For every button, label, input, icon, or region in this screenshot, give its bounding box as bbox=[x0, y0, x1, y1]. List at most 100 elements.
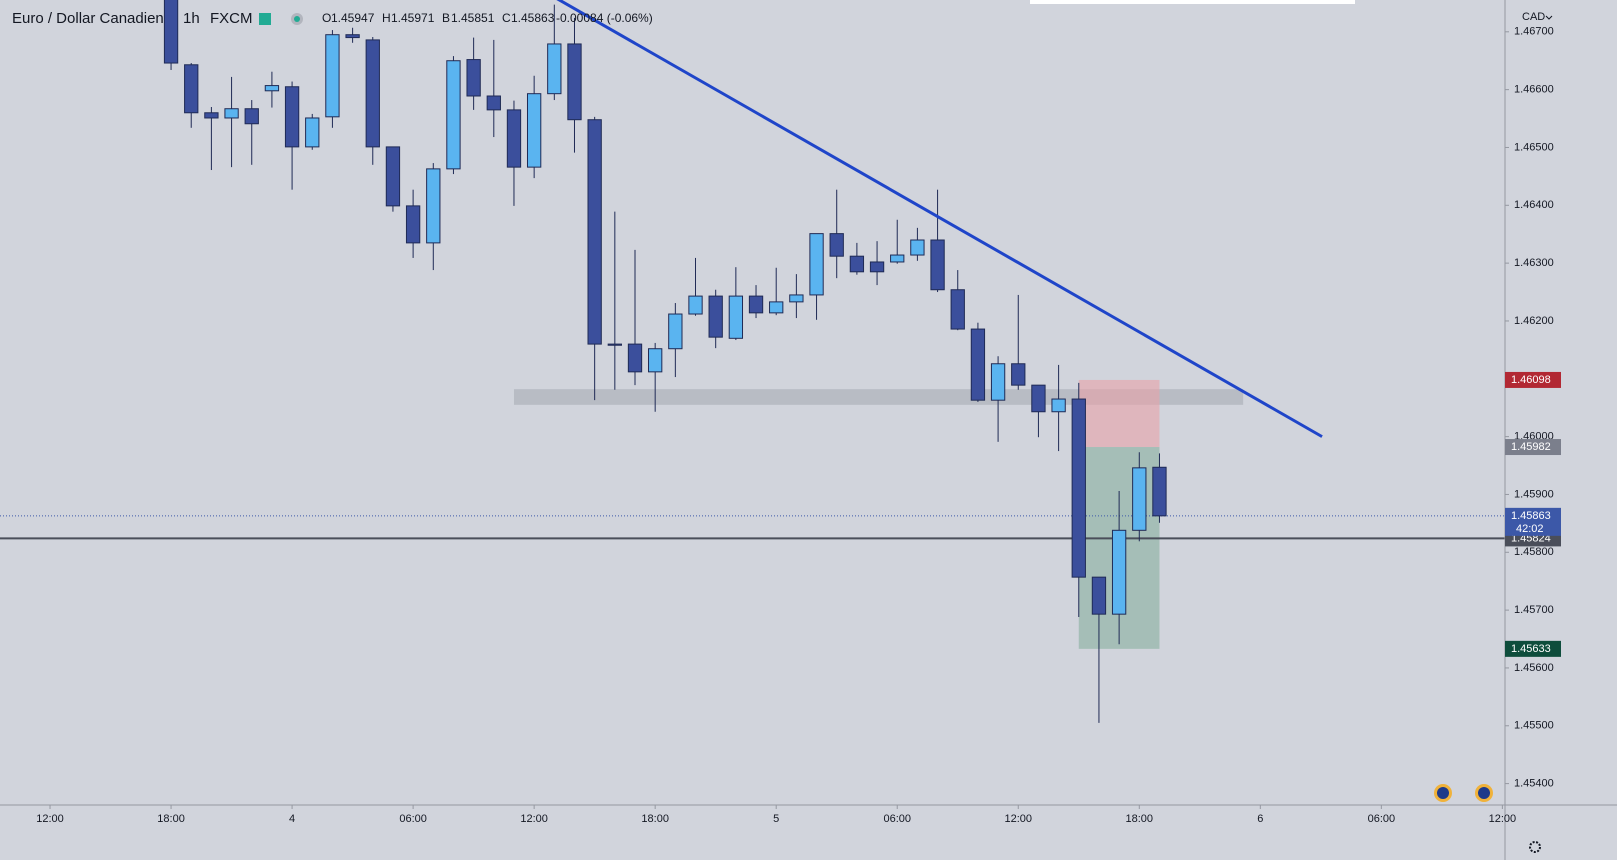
event-icon-inner bbox=[1478, 787, 1490, 799]
candle-body bbox=[244, 108, 259, 125]
candle-body bbox=[305, 117, 320, 148]
x-tick-label: 18:00 bbox=[157, 813, 185, 825]
x-tick-label: 4 bbox=[289, 813, 295, 825]
candle-body bbox=[426, 168, 441, 244]
y-tick-label: 1.45400 bbox=[1514, 778, 1554, 790]
last-price-label: 1.45863 bbox=[1511, 510, 1551, 522]
candle-body bbox=[708, 295, 723, 338]
change: -0.00084 (-0.06%) bbox=[556, 11, 653, 25]
legend-label: H bbox=[382, 11, 391, 25]
candle-body bbox=[405, 205, 421, 244]
y-tick-label: 1.45500 bbox=[1514, 720, 1554, 732]
settings-icon[interactable] bbox=[1529, 841, 1541, 853]
legend-value: 1.45863 bbox=[511, 11, 555, 25]
candle-body bbox=[1152, 466, 1167, 517]
trendline bbox=[556, 0, 1323, 438]
candle-body bbox=[325, 34, 340, 118]
candle-body bbox=[587, 119, 602, 345]
target-tag bbox=[1505, 640, 1561, 657]
market-open-icon bbox=[259, 13, 271, 25]
candle-body bbox=[204, 112, 219, 119]
countdown-label: 42:02 bbox=[1516, 523, 1544, 535]
x-tick-label: 12:00 bbox=[1489, 813, 1517, 825]
currency[interactable]: CAD bbox=[1522, 11, 1545, 23]
candle-body bbox=[950, 289, 965, 330]
candle-body bbox=[809, 233, 824, 296]
candle-body bbox=[668, 313, 683, 350]
y-tick-label: 1.46600 bbox=[1514, 84, 1554, 96]
candle-body bbox=[970, 328, 986, 401]
y-tick-label: 1.46500 bbox=[1514, 141, 1554, 153]
candle-body bbox=[264, 85, 280, 92]
candle-body bbox=[526, 93, 542, 168]
candle-body bbox=[829, 233, 844, 257]
y-tick-label: 1.45700 bbox=[1514, 604, 1554, 616]
legend-label: C bbox=[502, 11, 511, 25]
candle-body bbox=[688, 295, 703, 315]
candle-body bbox=[1132, 467, 1147, 531]
stop-tag bbox=[1505, 371, 1561, 388]
y-tick-label: 1.46300 bbox=[1514, 257, 1554, 269]
toolbar-edge bbox=[1030, 0, 1355, 4]
candle-body bbox=[506, 109, 522, 168]
candle-body bbox=[769, 301, 784, 314]
stop-zone bbox=[1078, 379, 1160, 448]
candle-body bbox=[345, 34, 360, 39]
x-tick-label: 12:00 bbox=[520, 813, 548, 825]
y-tick-label: 1.45800 bbox=[1514, 546, 1554, 558]
candle-body bbox=[990, 363, 1006, 401]
candle-body bbox=[1071, 398, 1086, 578]
last-price-tag bbox=[1505, 507, 1561, 536]
x-tick-label: 18:00 bbox=[1126, 813, 1154, 825]
x-tick-label: 18:00 bbox=[641, 813, 669, 825]
legend-value: 1.45851 bbox=[451, 11, 495, 25]
x-tick-label: 06:00 bbox=[883, 813, 911, 825]
y-tick-label: 1.46400 bbox=[1514, 199, 1554, 211]
plot-area bbox=[0, 0, 1505, 723]
candle-body bbox=[748, 295, 764, 314]
candle-body bbox=[224, 108, 239, 119]
x-tick-label: 5 bbox=[773, 813, 779, 825]
candle-body bbox=[486, 95, 501, 111]
entry-tag-label: 1.45982 bbox=[1511, 441, 1551, 453]
x-tick-label: 12:00 bbox=[1004, 813, 1032, 825]
candle-body bbox=[930, 239, 945, 291]
candle-body bbox=[728, 295, 744, 339]
legend-label: O bbox=[322, 11, 331, 25]
candle-body bbox=[547, 43, 562, 95]
candle-body bbox=[1031, 384, 1046, 413]
stop-tag-label: 1.46098 bbox=[1511, 374, 1551, 386]
candle-body bbox=[446, 60, 461, 170]
candle-body bbox=[910, 239, 925, 256]
candle-body bbox=[789, 294, 804, 303]
candle-body bbox=[890, 254, 905, 263]
x-tick-label: 06:00 bbox=[1368, 813, 1396, 825]
interval: 1h bbox=[183, 10, 200, 27]
candle-body bbox=[1111, 529, 1127, 615]
axes: 1.45400 1.45500 1.45600 1.45700 1.45800 1.459… bbox=[36, 26, 1561, 825]
candle-body bbox=[607, 343, 622, 346]
candle-body bbox=[1011, 363, 1026, 386]
symbol: Euro / Dollar Canadien bbox=[12, 10, 164, 27]
legend-value: 1.45947 bbox=[331, 11, 375, 25]
candle-body bbox=[385, 146, 401, 207]
event-icon-inner bbox=[1437, 787, 1449, 799]
y-tick-label: 1.46700 bbox=[1514, 26, 1554, 38]
candle-body bbox=[869, 261, 885, 273]
target-tag-label: 1.45633 bbox=[1511, 643, 1551, 655]
candle-body bbox=[1051, 398, 1066, 413]
candle-body bbox=[365, 39, 380, 148]
y-tick-label: 1.45900 bbox=[1514, 488, 1554, 500]
candle-body bbox=[184, 64, 199, 114]
y-tick-label: 1.45600 bbox=[1514, 662, 1554, 674]
candle-body bbox=[163, 0, 179, 64]
candle-body bbox=[849, 255, 865, 273]
candle-body bbox=[1091, 576, 1107, 615]
y-tick-label: 1.46200 bbox=[1514, 315, 1554, 327]
candle-body bbox=[466, 59, 481, 97]
exchange: FXCM bbox=[210, 10, 253, 27]
x-tick-label: 6 bbox=[1257, 813, 1263, 825]
candle-body bbox=[648, 348, 663, 373]
